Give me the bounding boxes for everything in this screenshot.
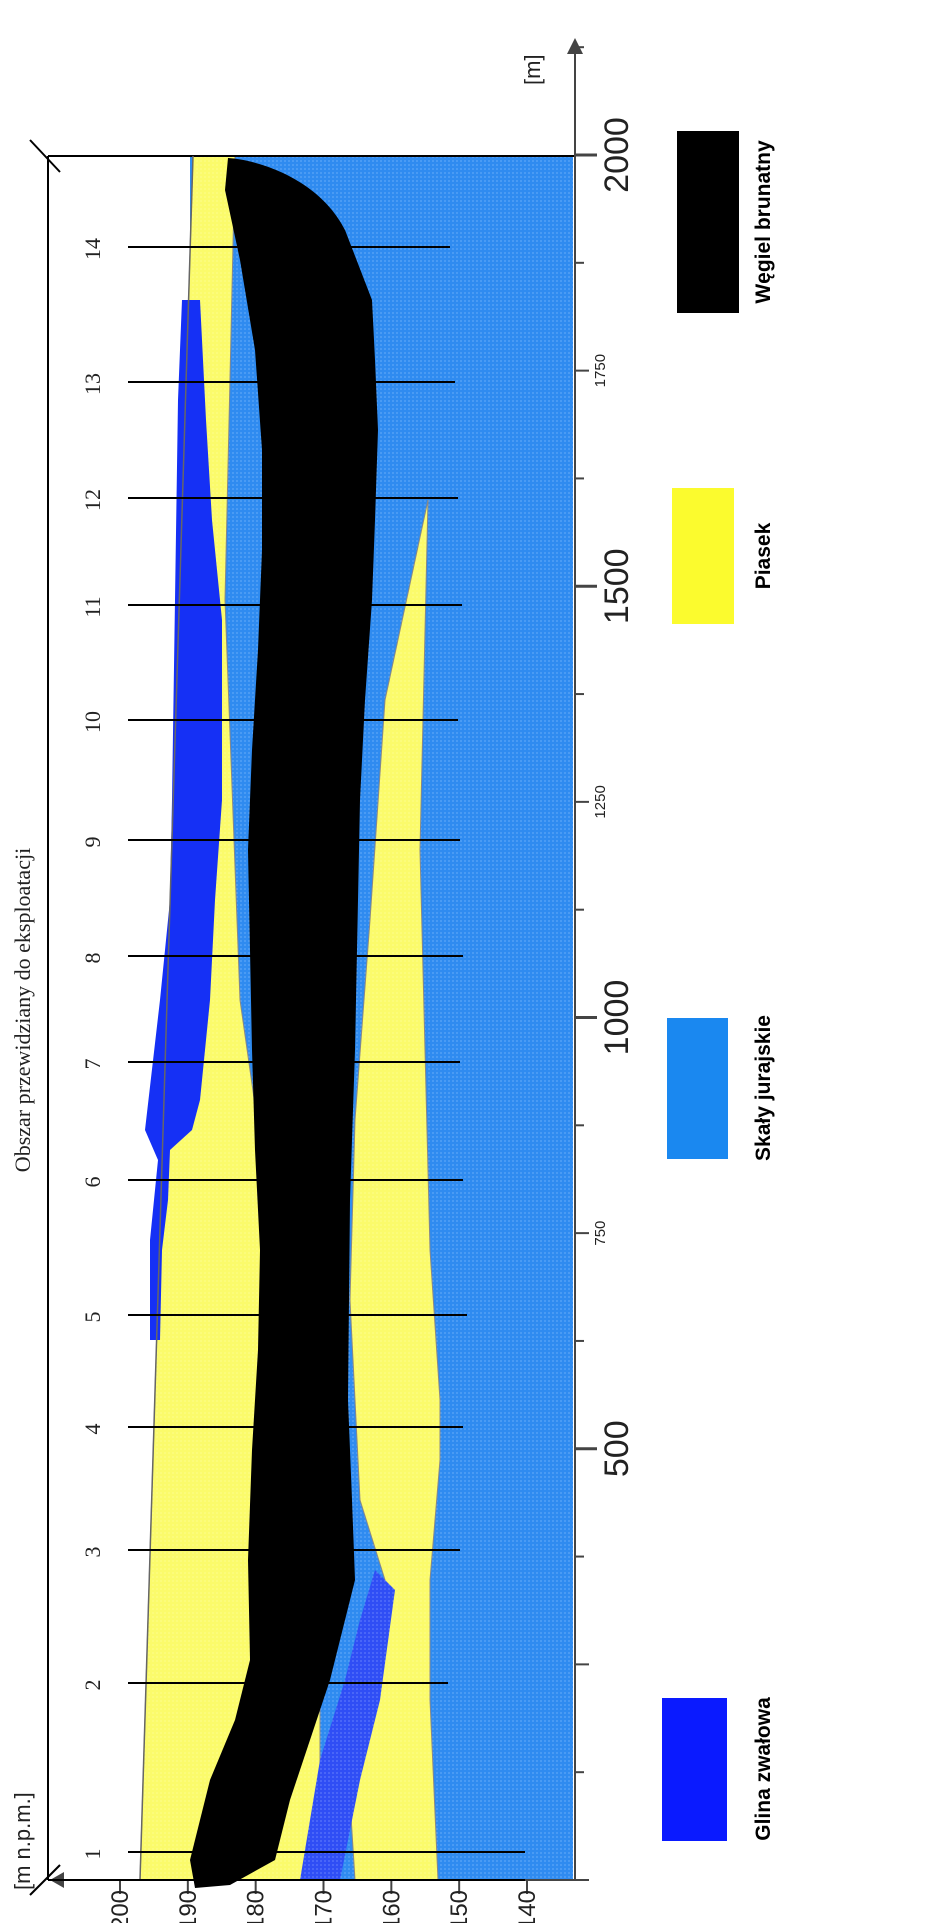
till-layer-bottom	[300, 1570, 395, 1880]
distance-major-label: 1500	[598, 548, 636, 624]
legend-label-sand: Piasek	[752, 522, 775, 589]
section-frame-mark-bottom	[29, 1864, 61, 1896]
borehole-label: 9	[80, 837, 105, 848]
legend-label-coal: Węgiel brunatny	[752, 140, 775, 304]
elevation-tick-label: 160	[378, 1890, 405, 1923]
borehole-label: 4	[80, 1424, 105, 1435]
legend: Glina zwałowa Skały jurajskie Piasek Węg…	[662, 131, 775, 1841]
distance-axis-unit-label: [m]	[520, 54, 545, 85]
elevation-axis-ticks: 200 190 180 170 160 150 140	[107, 1880, 541, 1923]
ground-surface-line	[139, 155, 194, 1881]
brown-coal-layer	[190, 158, 378, 1888]
legend-label-jurassic: Skały jurajskie	[752, 1015, 775, 1161]
distance-major-label: 1000	[598, 980, 636, 1056]
borehole-label: 5	[80, 1312, 105, 1323]
elevation-tick-label: 180	[243, 1890, 270, 1923]
borehole-label: 11	[80, 596, 105, 617]
distance-minor-label: 1750	[592, 354, 609, 387]
elevation-tick-label: 200	[107, 1890, 134, 1923]
elevation-tick-label: 150	[446, 1890, 473, 1923]
section-frame-mark-top	[29, 139, 61, 173]
borehole-label: 2	[80, 1680, 105, 1691]
borehole-label: 7	[80, 1059, 105, 1070]
legend-swatch-till	[662, 1698, 727, 1841]
elevation-tick-label: 140	[514, 1890, 541, 1923]
legend-label-till: Glina zwałowa	[752, 1697, 775, 1841]
borehole-label: 8	[80, 953, 105, 964]
distance-axis-ticks: 500100015002000750125017502250	[575, 46, 636, 1881]
distance-axis-arrow	[567, 38, 583, 54]
borehole-label: 13	[80, 373, 105, 395]
legend-swatch-jurassic	[667, 1018, 728, 1159]
distance-minor-label: 1250	[592, 785, 609, 818]
elevation-tick-label: 190	[175, 1890, 202, 1923]
legend-swatch-coal	[677, 131, 739, 313]
section-title: Obszar przewidziany do eksploatacji	[10, 848, 35, 1172]
borehole-label: 14	[80, 238, 105, 260]
elevation-axis-unit-label: [m n.p.m.]	[10, 1792, 35, 1890]
distance-major-label: 2000	[598, 117, 636, 193]
distance-major-label: 500	[598, 1420, 636, 1477]
borehole-label: 3	[80, 1547, 105, 1558]
borehole-label: 12	[80, 489, 105, 511]
legend-swatch-sand	[672, 488, 734, 624]
distance-minor-label: 750	[592, 1221, 609, 1246]
borehole-label: 1	[80, 1849, 105, 1860]
borehole-label: 10	[80, 711, 105, 733]
elevation-tick-label: 170	[311, 1890, 338, 1923]
borehole-label: 6	[80, 1177, 105, 1188]
